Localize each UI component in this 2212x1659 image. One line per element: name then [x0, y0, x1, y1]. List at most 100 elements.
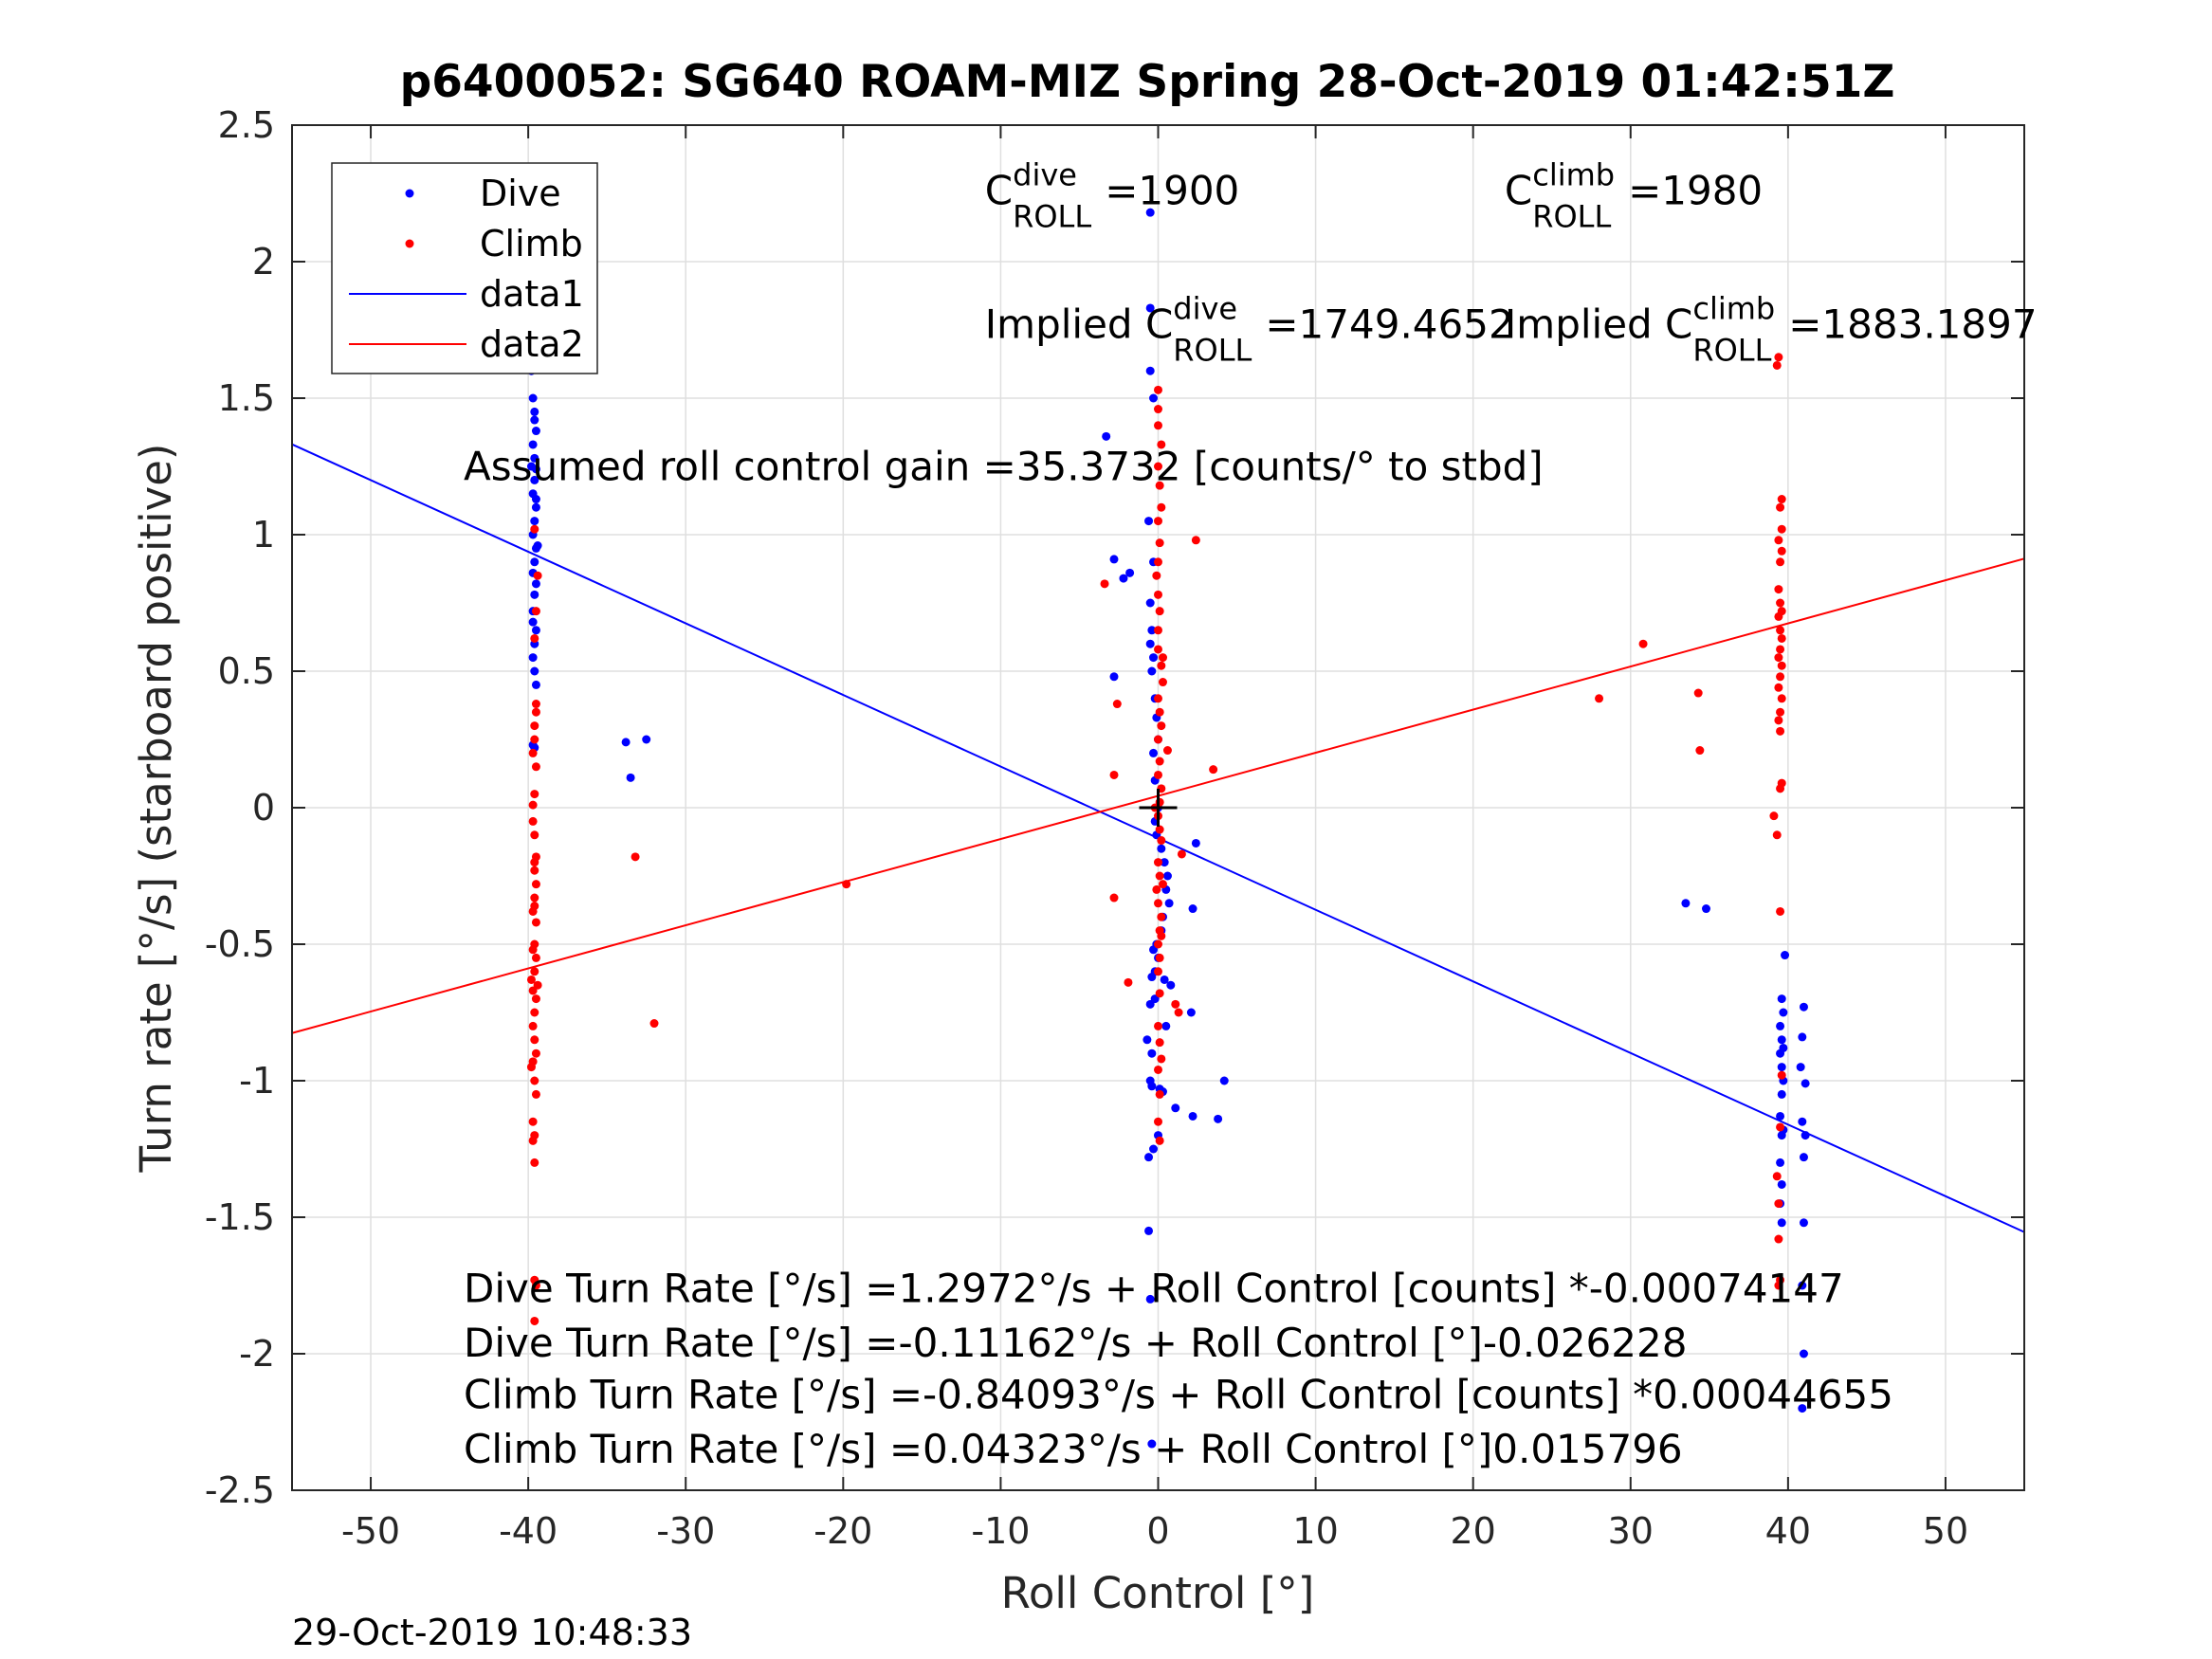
x-tick-label: 40	[1765, 1510, 1811, 1552]
scatter-point-climb	[1157, 502, 1166, 512]
scatter-point-climb	[530, 524, 539, 534]
scatter-point-climb	[1157, 440, 1166, 449]
scatter-point-climb	[1776, 502, 1785, 512]
y-tick-label: 0	[252, 787, 275, 829]
scatter-point-climb	[1154, 899, 1162, 908]
chart-title: p6400052: SG640 ROAM-MIZ Spring 28-Oct-2…	[400, 56, 1895, 108]
scatter-point-climb	[1776, 626, 1785, 635]
scatter-point-dive	[530, 407, 539, 416]
scatter-point-dive	[1145, 598, 1155, 608]
scatter-point-climb	[1112, 700, 1122, 709]
ticks: -50 -40 -30 -20 -10 0 10 20 30 40 50-2.5-2-1.5-1-0…	[205, 104, 2024, 1552]
scatter-point-climb	[1154, 694, 1162, 703]
scatter-point-dive	[1160, 975, 1169, 984]
scatter-point-climb	[1155, 989, 1164, 998]
scatter-point-climb	[528, 1117, 538, 1126]
scatter-point-climb	[1152, 884, 1161, 894]
scatter-point-climb	[1776, 557, 1785, 567]
annotation-eq4: Climb Turn Rate [°/s] =0.04323°/s + Roll…	[464, 1426, 1683, 1472]
scatter-point-climb	[1154, 385, 1162, 394]
scatter-point-climb	[1155, 757, 1164, 766]
scatter-point-dive	[1777, 1063, 1786, 1072]
scatter-point-climb	[1154, 967, 1162, 976]
scatter-point-climb	[1774, 1199, 1783, 1209]
scatter-point-climb	[1776, 726, 1785, 736]
scatter-point-climb	[1155, 1089, 1164, 1099]
scatter-point-dive	[1145, 366, 1155, 375]
scatter-point-climb	[1209, 765, 1218, 775]
scatter-point-dive	[530, 475, 539, 484]
scatter-point-dive	[531, 626, 540, 635]
y-axis-label: Turn rate [°/s] (starboard positive)	[131, 444, 181, 1174]
x-tick-label: 20	[1451, 1510, 1496, 1552]
annotation-eq2: Dive Turn Rate [°/s] =-0.11162°/s + Roll…	[464, 1320, 1687, 1366]
legend-label: Climb	[480, 223, 583, 264]
annotation-subscript: ROLL	[1173, 333, 1252, 369]
scatter-point-climb	[530, 830, 539, 840]
annotation-superscript: dive	[1013, 157, 1077, 193]
scatter-point-climb	[1157, 661, 1166, 670]
scatter-point-climb	[1774, 353, 1783, 362]
scatter-point-dive	[1801, 1131, 1810, 1140]
legend-label: data1	[480, 273, 584, 315]
scatter-point-climb	[1693, 688, 1703, 698]
scatter-point-climb	[1772, 1172, 1782, 1181]
scatter-point-dive	[531, 495, 540, 504]
y-tick-label: 2	[252, 241, 275, 283]
scatter-point-climb	[842, 880, 851, 889]
scatter-point-climb	[531, 880, 540, 889]
scatter-point-dive	[1147, 1048, 1157, 1058]
y-tick-label: 1.5	[218, 377, 275, 419]
scatter-point-climb	[1154, 517, 1162, 526]
scatter-point-dive	[531, 680, 540, 689]
annotation-implied_dive: Implied Cdive ROLL =1749.4652	[985, 291, 1514, 369]
legend-marker-climb	[405, 239, 414, 248]
scatter-point-climb	[1124, 977, 1133, 987]
annotation-value: =1980	[1628, 168, 1763, 214]
scatter-point-climb	[1154, 1021, 1162, 1030]
scatter-point-climb	[1777, 694, 1786, 703]
scatter-point-dive	[531, 579, 540, 589]
y-tick-label: -2.5	[205, 1469, 275, 1511]
scatter-point-dive	[1144, 1153, 1154, 1162]
scatter-point-dive	[626, 773, 635, 782]
scatter-point-climb	[1777, 495, 1786, 504]
scatter-point-climb	[530, 1316, 539, 1325]
scatter-point-dive	[533, 541, 542, 551]
scatter-point-dive	[1796, 1063, 1805, 1072]
scatter-point-dive	[1147, 1082, 1157, 1091]
scatter-point-dive	[642, 735, 651, 744]
scatter-point-climb	[1154, 557, 1162, 567]
scatter-point-climb	[530, 902, 539, 911]
legend-marker-dive	[405, 189, 414, 198]
y-tick-label: -1	[239, 1060, 275, 1102]
scatter-point-climb	[1177, 849, 1186, 859]
scatter-point-climb	[1154, 590, 1162, 599]
scatter-point-climb	[531, 918, 540, 927]
scatter-point-climb	[531, 953, 540, 962]
scatter-point-dive	[1777, 1035, 1786, 1045]
scatter-point-dive	[1144, 517, 1154, 526]
scatter-point-climb	[1774, 683, 1783, 692]
scatter-point-climb	[1158, 880, 1167, 889]
scatter-point-climb	[1152, 571, 1161, 580]
scatter-point-dive	[1776, 1048, 1785, 1058]
scatter-point-dive	[1171, 1103, 1180, 1113]
scatter-point-climb	[1171, 999, 1180, 1009]
scatter-point-dive	[1188, 904, 1197, 914]
scatter-point-dive	[531, 427, 540, 436]
scatter-point-climb	[1154, 939, 1162, 949]
annotation-base: Implied C	[1505, 301, 1692, 348]
x-axis-label: Roll Control [°]	[1001, 1568, 1315, 1618]
scatter-point-dive	[1798, 1404, 1807, 1413]
scatter-point-climb	[1155, 481, 1164, 490]
scatter-point-dive	[1147, 1439, 1157, 1449]
scatter-point-climb	[1774, 536, 1783, 545]
scatter-point-climb	[1154, 735, 1162, 744]
y-tick-label: 2.5	[218, 104, 275, 146]
scatter-point-dive	[1162, 871, 1172, 881]
scatter-point-dive	[1145, 999, 1155, 1009]
scatter-point-climb	[1769, 811, 1779, 821]
scatter-point-dive	[1681, 899, 1691, 908]
